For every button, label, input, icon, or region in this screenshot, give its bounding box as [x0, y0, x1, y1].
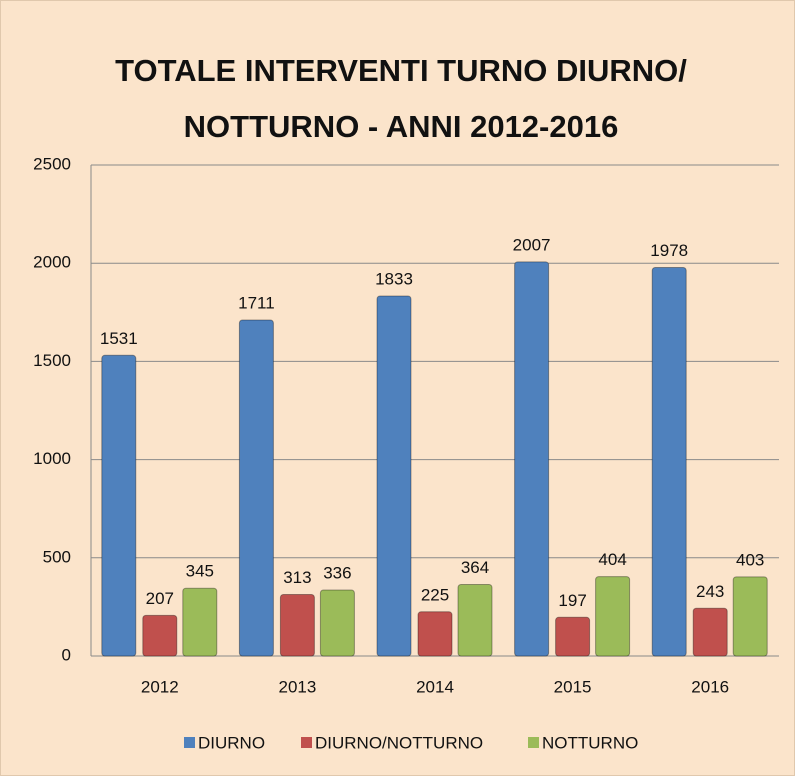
chart-title: TOTALE INTERVENTI TURNO DIURNO/ NOTTURNO…: [115, 53, 687, 144]
legend-swatch: [301, 737, 312, 748]
y-tick-label: 1500: [33, 351, 71, 370]
value-label: 2007: [513, 235, 551, 254]
value-label: 1833: [375, 269, 413, 288]
bar: [101, 354, 137, 657]
value-label: 197: [558, 591, 586, 610]
value-label: 403: [736, 550, 764, 569]
value-label: 225: [421, 585, 449, 604]
bar: [142, 614, 178, 657]
value-label: 1531: [100, 329, 138, 348]
value-label: 1978: [650, 241, 688, 260]
bar: [279, 594, 315, 657]
bar: [651, 267, 687, 657]
legend-swatch: [528, 737, 539, 748]
bar: [692, 607, 728, 657]
bar: [595, 576, 631, 657]
y-tick-label: 2500: [33, 154, 71, 173]
legend-label: NOTTURNO: [542, 733, 638, 752]
bar: [182, 587, 218, 657]
value-label: 336: [323, 563, 351, 582]
value-label: 313: [283, 568, 311, 587]
legend-label: DIURNO/NOTTURNO: [315, 733, 483, 752]
value-label: 243: [696, 582, 724, 601]
y-tick-label: 0: [62, 645, 71, 664]
y-tick-label: 1000: [33, 449, 71, 468]
bar: [732, 576, 768, 657]
bar: [319, 589, 355, 657]
value-label: 345: [186, 562, 214, 581]
x-tick-label: 2016: [691, 677, 729, 696]
bar: [417, 611, 453, 657]
x-tick-label: 2015: [554, 677, 592, 696]
legend-swatch: [184, 737, 195, 748]
value-label: 404: [598, 550, 626, 569]
value-label: 207: [146, 589, 174, 608]
bar: [238, 319, 274, 657]
bar: [457, 584, 493, 657]
y-tick-label: 500: [43, 547, 71, 566]
bar: [514, 261, 550, 657]
value-label: 364: [461, 558, 489, 577]
x-tick-label: 2014: [416, 677, 454, 696]
bar: [555, 616, 591, 657]
legend-label: DIURNO: [198, 733, 265, 752]
x-tick-label: 2012: [141, 677, 179, 696]
y-tick-label: 2000: [33, 253, 71, 272]
value-label: 1711: [238, 293, 275, 312]
x-tick-label: 2013: [278, 677, 316, 696]
bar: [376, 295, 412, 657]
